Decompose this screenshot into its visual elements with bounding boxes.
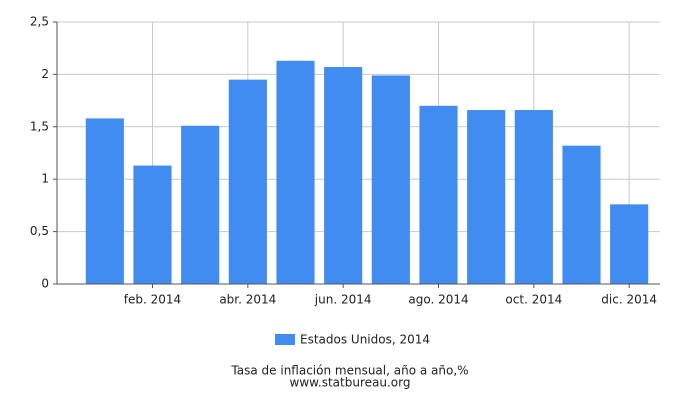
y-tick-label: 2 — [41, 67, 49, 81]
legend-label: Estados Unidos, 2014 — [300, 333, 430, 347]
chart-title: Tasa de inflación mensual, año a año,% — [230, 364, 468, 378]
x-tick-label: dic. 2014 — [601, 293, 657, 307]
x-tick-label: ago. 2014 — [408, 293, 468, 307]
bar — [467, 110, 506, 284]
y-tick-label: 0,5 — [30, 224, 49, 238]
legend-swatch — [275, 334, 295, 345]
bar — [276, 60, 315, 284]
bar — [228, 79, 267, 284]
bar — [324, 67, 363, 285]
bar — [85, 118, 124, 284]
bar — [371, 75, 410, 284]
y-tick-label: 2,5 — [30, 15, 49, 29]
x-tick-label: jun. 2014 — [314, 293, 372, 307]
y-tick-label: 1,5 — [30, 119, 49, 133]
x-tick-label: abr. 2014 — [219, 293, 276, 307]
bar — [514, 110, 553, 284]
bar — [610, 204, 649, 284]
source: www.statbureau.org — [290, 376, 411, 390]
bar — [181, 125, 220, 284]
bar — [419, 105, 458, 284]
y-tick-label: 1 — [41, 172, 49, 186]
x-tick-label: oct. 2014 — [505, 293, 562, 307]
y-tick-label: 0 — [41, 277, 49, 291]
bar — [133, 165, 172, 284]
x-tick-label: feb. 2014 — [124, 293, 181, 307]
bar — [562, 145, 601, 284]
